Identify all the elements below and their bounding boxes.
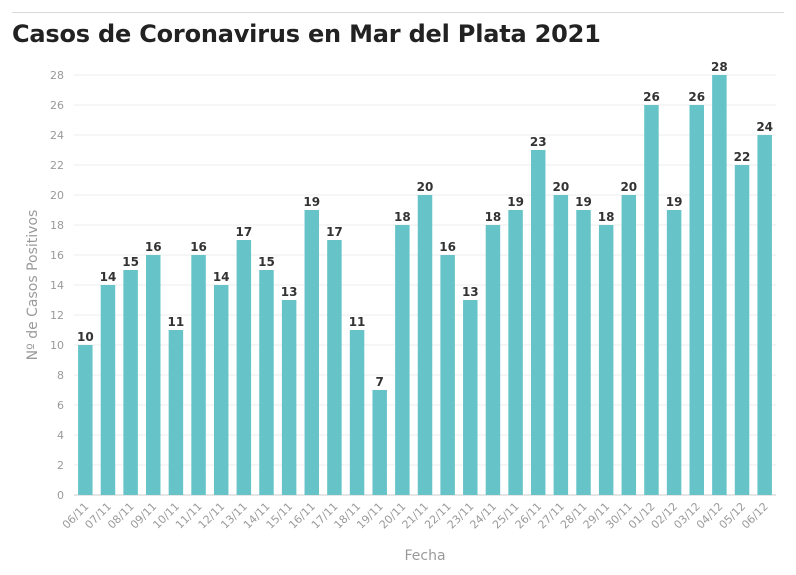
data-label: 14 — [213, 270, 230, 284]
bar-01-12[interactable] — [644, 105, 659, 495]
y-tick-label: 0 — [57, 489, 64, 502]
data-label: 13 — [281, 285, 298, 299]
data-label: 26 — [688, 90, 705, 104]
data-label: 17 — [326, 225, 343, 239]
bar-28-11[interactable] — [576, 210, 591, 495]
data-label: 11 — [349, 315, 366, 329]
bar-19-11[interactable] — [372, 390, 387, 495]
y-tick-label: 12 — [50, 309, 64, 322]
top-divider — [12, 12, 784, 13]
bar-03-12[interactable] — [689, 105, 704, 495]
y-axis-label: Nº de Casos Positivos — [25, 210, 41, 361]
x-axis-ticks: 06/1107/1108/1109/1110/1111/1112/1113/11… — [60, 500, 771, 532]
bar-11-11[interactable] — [191, 255, 206, 495]
bar-17-11[interactable] — [327, 240, 342, 495]
bar-23-11[interactable] — [463, 300, 478, 495]
y-tick-label: 20 — [50, 189, 64, 202]
bar-15-11[interactable] — [281, 300, 297, 495]
bar-26-11[interactable] — [530, 150, 546, 495]
data-label: 19 — [666, 195, 683, 209]
y-tick-label: 6 — [57, 399, 64, 412]
y-tick-label: 16 — [50, 249, 64, 262]
data-label: 18 — [598, 210, 615, 224]
bar-05-12[interactable] — [734, 165, 750, 495]
bar-04-12[interactable] — [712, 75, 727, 495]
data-label: 18 — [485, 210, 502, 224]
data-label: 20 — [620, 180, 637, 194]
bar-10-11[interactable] — [168, 330, 184, 495]
y-tick-label: 2 — [57, 459, 64, 472]
x-tick-label: 06/12 — [739, 500, 771, 532]
data-label: 7 — [376, 375, 384, 389]
y-tick-label: 24 — [50, 129, 64, 142]
bar-13-11[interactable] — [236, 240, 252, 495]
y-tick-label: 14 — [50, 279, 64, 292]
data-label: 18 — [394, 210, 411, 224]
data-label: 16 — [145, 240, 162, 254]
data-label: 19 — [575, 195, 592, 209]
data-label: 17 — [235, 225, 252, 239]
data-label: 19 — [507, 195, 524, 209]
data-label: 20 — [553, 180, 570, 194]
data-label: 15 — [258, 255, 275, 269]
chart-title: Casos de Coronavirus en Mar del Plata 20… — [12, 20, 601, 48]
bar-25-11[interactable] — [508, 210, 523, 495]
bar-22-11[interactable] — [440, 255, 455, 495]
bar-24-11[interactable] — [485, 225, 501, 495]
bar-20-11[interactable] — [395, 225, 410, 495]
bars — [78, 75, 772, 495]
bar-06-11[interactable] — [78, 345, 93, 495]
data-label: 23 — [530, 135, 547, 149]
bar-14-11[interactable] — [259, 270, 274, 495]
data-label: 16 — [439, 240, 456, 254]
bar-02-12[interactable] — [666, 210, 682, 495]
bar-08-11[interactable] — [123, 270, 138, 495]
bar-30-11[interactable] — [621, 195, 637, 495]
y-tick-label: 26 — [50, 99, 64, 112]
data-label: 16 — [190, 240, 207, 254]
data-label: 13 — [462, 285, 479, 299]
data-label: 15 — [122, 255, 139, 269]
bar-21-11[interactable] — [417, 195, 433, 495]
data-label: 28 — [711, 60, 728, 74]
data-labels: 10 14 15 16 11 16 14 17 15 13 19 17 11 7 18 20 16 13 18 19 2… — [77, 60, 773, 389]
bar-27-11[interactable] — [553, 195, 569, 495]
bar-18-11[interactable] — [349, 330, 365, 495]
bar-07-11[interactable] — [100, 285, 116, 495]
x-axis-label: Fecha — [404, 548, 445, 564]
data-label: 20 — [417, 180, 434, 194]
y-tick-label: 10 — [50, 339, 64, 352]
data-label: 19 — [303, 195, 320, 209]
bar-29-11[interactable] — [598, 225, 614, 495]
y-tick-label: 8 — [57, 369, 64, 382]
bar-09-11[interactable] — [146, 255, 161, 495]
data-label: 14 — [100, 270, 117, 284]
data-label: 10 — [77, 330, 94, 344]
y-tick-label: 28 — [50, 69, 64, 82]
data-label: 22 — [734, 150, 751, 164]
y-tick-label: 22 — [50, 159, 64, 172]
y-tick-label: 18 — [50, 219, 64, 232]
data-label: 24 — [756, 120, 773, 134]
bar-12-11[interactable] — [213, 285, 229, 495]
y-tick-label: 4 — [57, 429, 64, 442]
data-label: 26 — [643, 90, 660, 104]
bar-06-12[interactable] — [757, 135, 772, 495]
bar-16-11[interactable] — [304, 210, 320, 495]
data-label: 11 — [168, 315, 185, 329]
